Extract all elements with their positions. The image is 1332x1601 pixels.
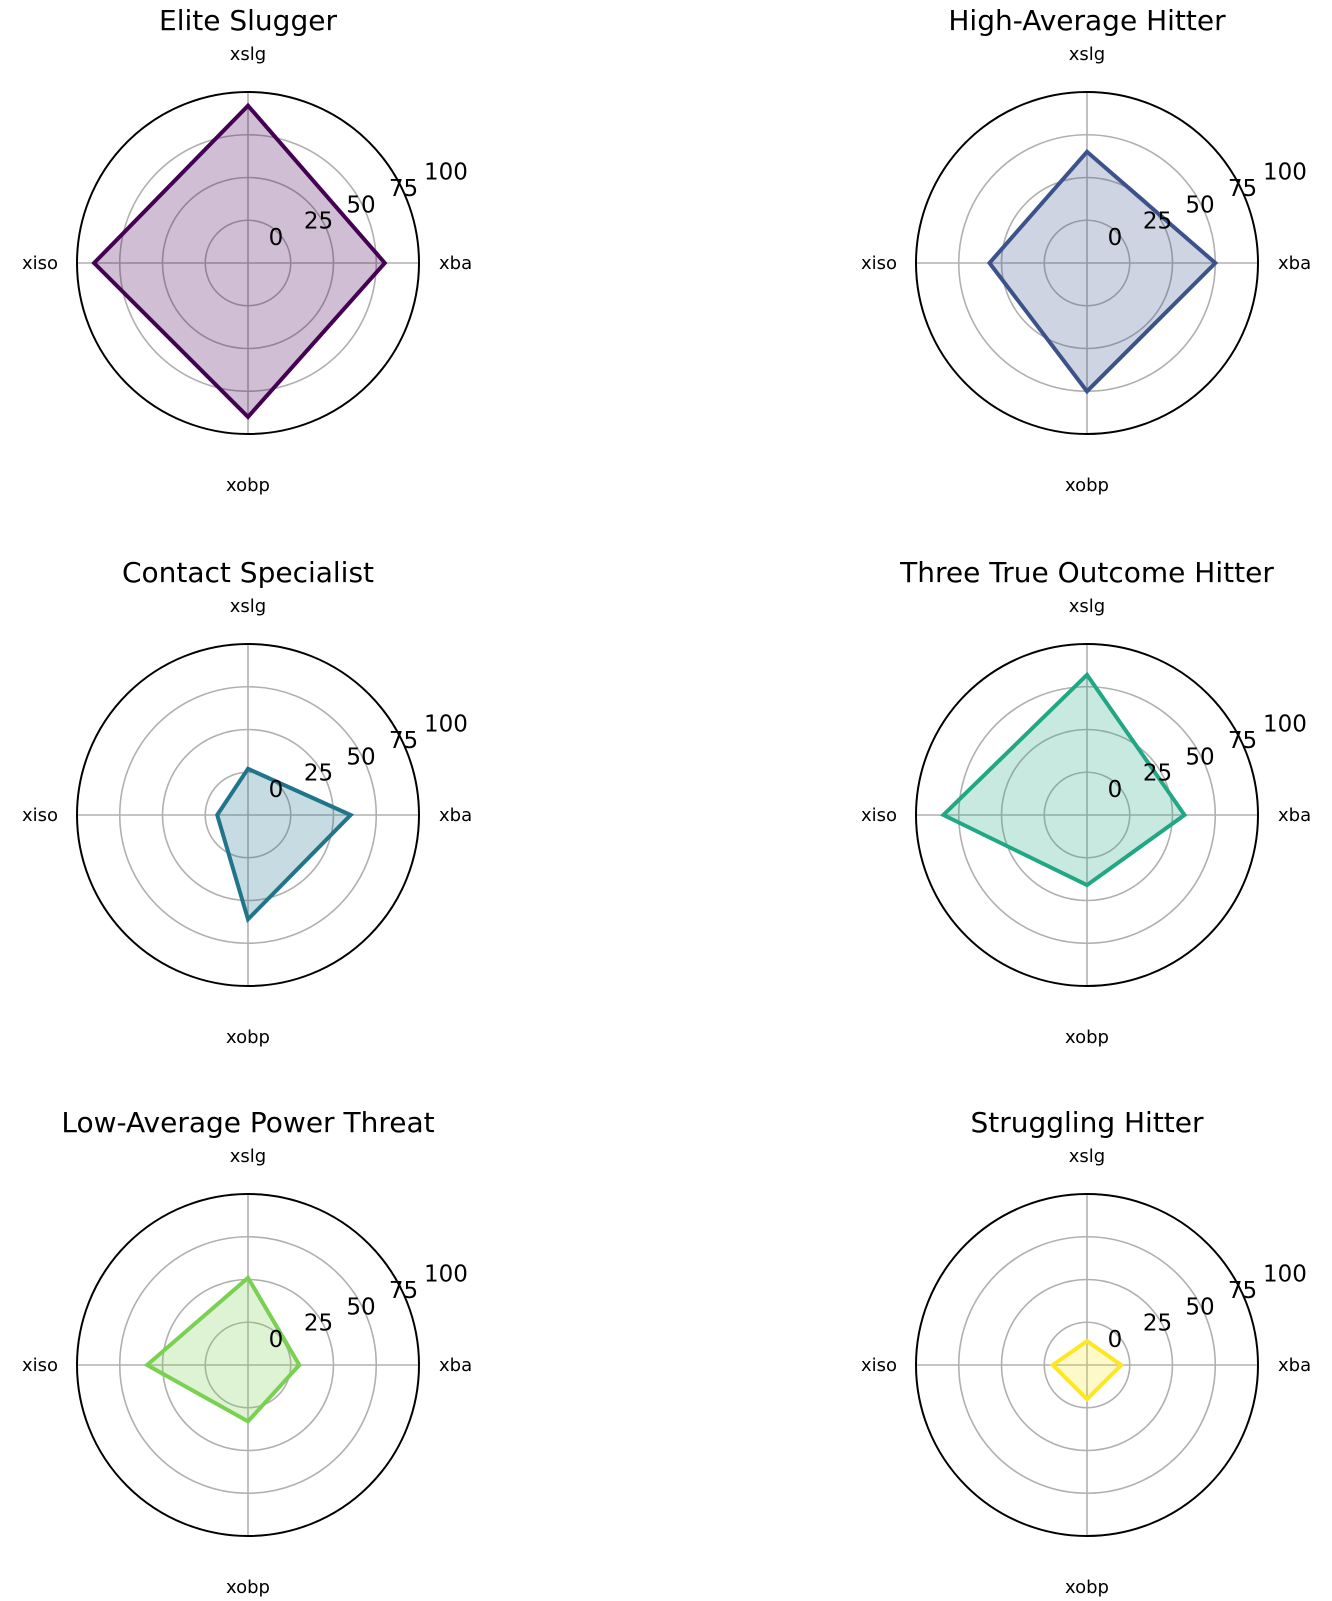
axis-label-xba: xba bbox=[1278, 1355, 1311, 1376]
chart-title: Elite Slugger bbox=[159, 4, 337, 37]
axis-label-xslg: xslg bbox=[1069, 44, 1105, 65]
radial-tick-label: 25 bbox=[304, 1311, 333, 1337]
chart-title: Low-Average Power Threat bbox=[61, 1106, 434, 1139]
axis-label-xslg: xslg bbox=[1069, 1146, 1105, 1167]
radar-panel: Contact Specialist xba xslg xiso xobp 0 25 50 75… bbox=[22, 556, 472, 1048]
radial-tick-label: 0 bbox=[1108, 225, 1123, 251]
axis-label-xiso: xiso bbox=[22, 1355, 58, 1376]
axis-label-xba: xba bbox=[1278, 253, 1311, 274]
axis-label-xba: xba bbox=[439, 253, 472, 274]
outer-ring bbox=[915, 643, 1259, 987]
radial-tick-label: 75 bbox=[1228, 176, 1257, 202]
axis-label-xslg: xslg bbox=[230, 1146, 266, 1167]
axis-label-xobp: xobp bbox=[1065, 1027, 1109, 1048]
radial-tick-label: 25 bbox=[1143, 1311, 1172, 1337]
radial-tick-label: 50 bbox=[1185, 1294, 1214, 1320]
chart-title: Contact Specialist bbox=[122, 556, 374, 589]
series-line bbox=[986, 148, 1219, 395]
radial-tick-label: 0 bbox=[269, 225, 284, 251]
axis-label-xobp: xobp bbox=[226, 475, 270, 496]
radial-tick-label: 25 bbox=[1143, 209, 1172, 235]
chart-title: Three True Outcome Hitter bbox=[899, 556, 1274, 589]
radar-panel: Low-Average Power Threat xba xslg xiso xobp 0… bbox=[22, 1106, 472, 1598]
series-line bbox=[143, 1274, 302, 1424]
series-line bbox=[1049, 1338, 1125, 1403]
chart-title: High-Average Hitter bbox=[948, 4, 1226, 37]
axis-label-xiso: xiso bbox=[22, 253, 58, 274]
radial-tick-label: 50 bbox=[346, 192, 375, 218]
radial-tick-label: 50 bbox=[346, 744, 375, 770]
radial-tick-label: 100 bbox=[424, 1262, 468, 1288]
radial-tick-label: 100 bbox=[1263, 160, 1307, 186]
radial-tick-label: 25 bbox=[304, 761, 333, 787]
series-fill bbox=[989, 151, 1216, 392]
outer-ring bbox=[76, 1193, 420, 1537]
radial-tick-label: 75 bbox=[1228, 728, 1257, 754]
axis-label-xiso: xiso bbox=[861, 1355, 897, 1376]
axis-label-xslg: xslg bbox=[1069, 596, 1105, 617]
radar-panel: Struggling Hitter xba xslg xiso xobp 0 25 50 751… bbox=[861, 1106, 1311, 1598]
radial-tick-label: 75 bbox=[389, 1278, 418, 1304]
axis-label-xba: xba bbox=[439, 1355, 472, 1376]
axis-label-xiso: xiso bbox=[861, 253, 897, 274]
series-fill bbox=[217, 768, 351, 920]
radar-panel: High-Average Hitter xba xslg xiso xobp 0 25 50 7… bbox=[861, 4, 1311, 496]
series-line bbox=[215, 766, 355, 924]
series-line bbox=[91, 102, 388, 420]
axis-label-xba: xba bbox=[1278, 805, 1311, 826]
outer-ring bbox=[915, 91, 1259, 435]
radar-panel: Three True Outcome Hitter xba xslg xiso xobp… bbox=[861, 556, 1311, 1048]
radial-tick-label: 75 bbox=[389, 176, 418, 202]
outer-ring bbox=[76, 643, 420, 987]
radial-tick-label: 50 bbox=[1185, 744, 1214, 770]
outer-ring bbox=[76, 91, 420, 435]
axis-label-xobp: xobp bbox=[226, 1577, 270, 1598]
axis-label-xiso: xiso bbox=[861, 805, 897, 826]
radial-tick-label: 100 bbox=[424, 160, 468, 186]
chart-title: Struggling Hitter bbox=[970, 1106, 1204, 1139]
radial-tick-label: 100 bbox=[1263, 712, 1307, 738]
radial-tick-label: 75 bbox=[1228, 1278, 1257, 1304]
outer-ring bbox=[915, 1193, 1259, 1537]
radial-tick-label: 50 bbox=[1185, 192, 1214, 218]
radial-tick-label: 0 bbox=[1108, 1327, 1123, 1353]
series-fill bbox=[94, 105, 385, 417]
series-fill bbox=[943, 674, 1185, 886]
radial-tick-label: 0 bbox=[1108, 777, 1123, 803]
series-fill bbox=[1052, 1341, 1122, 1400]
radial-tick-label: 0 bbox=[269, 1327, 284, 1353]
axis-label-xslg: xslg bbox=[230, 596, 266, 617]
radial-tick-label: 75 bbox=[389, 728, 418, 754]
radial-tick-label: 100 bbox=[1263, 1262, 1307, 1288]
radial-tick-label: 0 bbox=[269, 777, 284, 803]
radial-tick-label: 100 bbox=[424, 712, 468, 738]
radial-tick-label: 25 bbox=[1143, 761, 1172, 787]
axis-label-xobp: xobp bbox=[1065, 1577, 1109, 1598]
series-line bbox=[939, 671, 1188, 888]
axis-label-xslg: xslg bbox=[230, 44, 266, 65]
axis-label-xobp: xobp bbox=[1065, 475, 1109, 496]
axis-label-xobp: xobp bbox=[226, 1027, 270, 1048]
axis-label-xba: xba bbox=[439, 805, 472, 826]
radial-tick-label: 50 bbox=[346, 1294, 375, 1320]
axis-label-xiso: xiso bbox=[22, 805, 58, 826]
radial-tick-label: 25 bbox=[304, 209, 333, 235]
